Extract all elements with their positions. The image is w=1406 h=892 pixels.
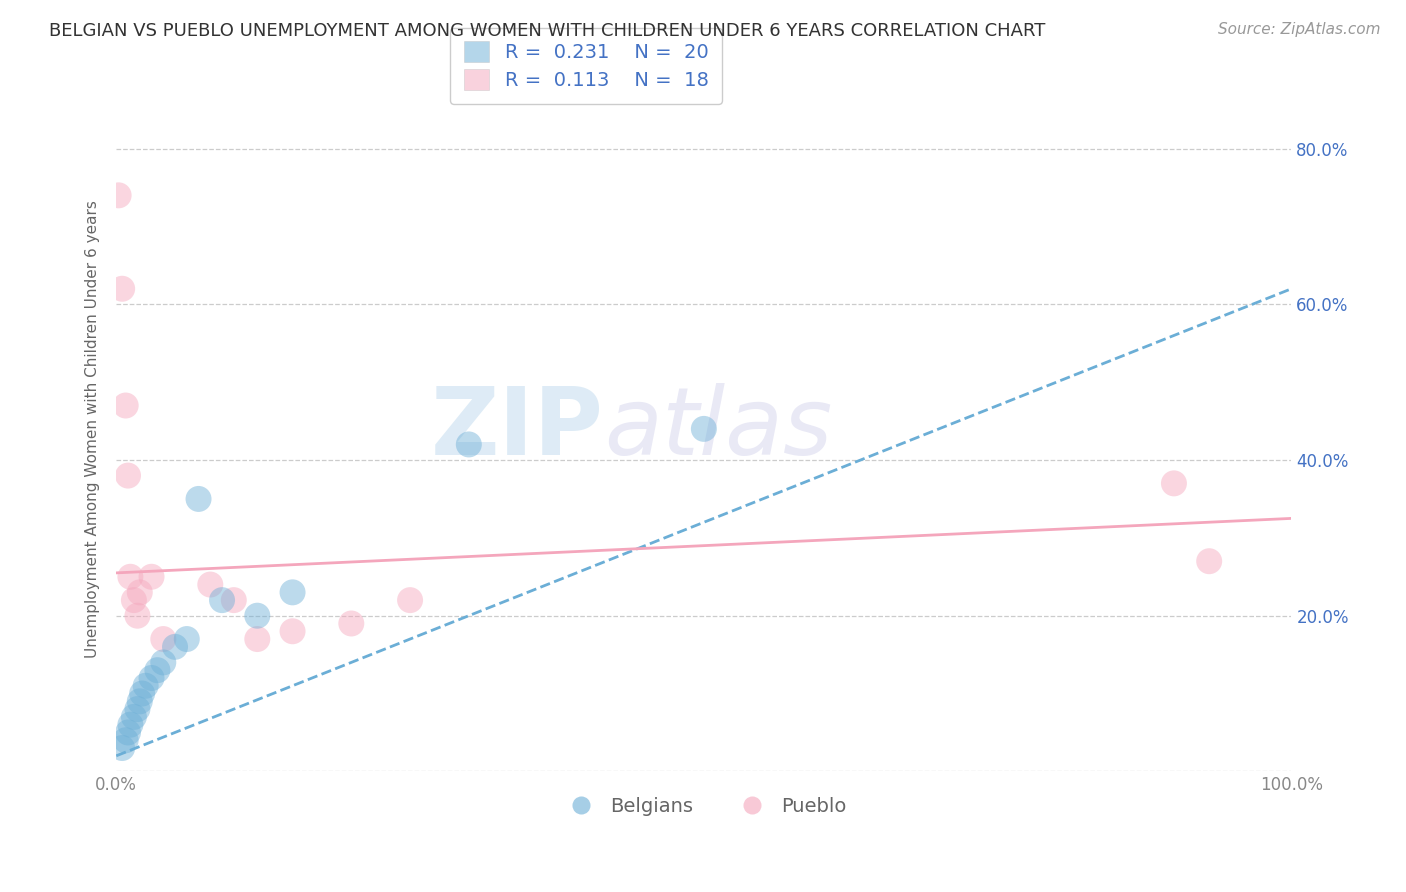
Point: [117, 725, 139, 739]
Point: [1163, 476, 1185, 491]
Point: [152, 656, 174, 670]
Text: ZIP: ZIP: [432, 383, 605, 475]
Point: [281, 585, 304, 599]
Legend: Belgians, Pueblo: Belgians, Pueblo: [554, 789, 853, 823]
Point: [127, 608, 149, 623]
Point: [120, 717, 142, 731]
Point: [187, 491, 209, 506]
Point: [211, 593, 233, 607]
Y-axis label: Unemployment Among Women with Children Under 6 years: Unemployment Among Women with Children U…: [86, 200, 100, 657]
Point: [128, 694, 150, 708]
Point: [122, 593, 145, 607]
Point: [141, 671, 163, 685]
Point: [246, 608, 269, 623]
Point: [111, 282, 134, 296]
Point: [127, 702, 149, 716]
Point: [176, 632, 198, 646]
Text: BELGIAN VS PUEBLO UNEMPLOYMENT AMONG WOMEN WITH CHILDREN UNDER 6 YEARS CORRELATI: BELGIAN VS PUEBLO UNEMPLOYMENT AMONG WOM…: [49, 22, 1046, 40]
Point: [120, 570, 142, 584]
Point: [117, 468, 139, 483]
Point: [246, 632, 269, 646]
Point: [114, 399, 136, 413]
Point: [135, 679, 157, 693]
Point: [163, 640, 186, 654]
Point: [222, 593, 245, 607]
Point: [1198, 554, 1220, 568]
Point: [152, 632, 174, 646]
Point: [200, 577, 222, 591]
Point: [146, 663, 169, 677]
Point: [128, 585, 150, 599]
Point: [111, 741, 134, 756]
Point: [340, 616, 363, 631]
Point: [141, 570, 163, 584]
Point: [693, 422, 716, 436]
Point: [107, 188, 129, 202]
Point: [122, 710, 145, 724]
Text: atlas: atlas: [605, 384, 832, 475]
Text: Source: ZipAtlas.com: Source: ZipAtlas.com: [1218, 22, 1381, 37]
Point: [399, 593, 422, 607]
Point: [457, 437, 479, 451]
Point: [281, 624, 304, 639]
Point: [114, 733, 136, 747]
Point: [131, 687, 153, 701]
